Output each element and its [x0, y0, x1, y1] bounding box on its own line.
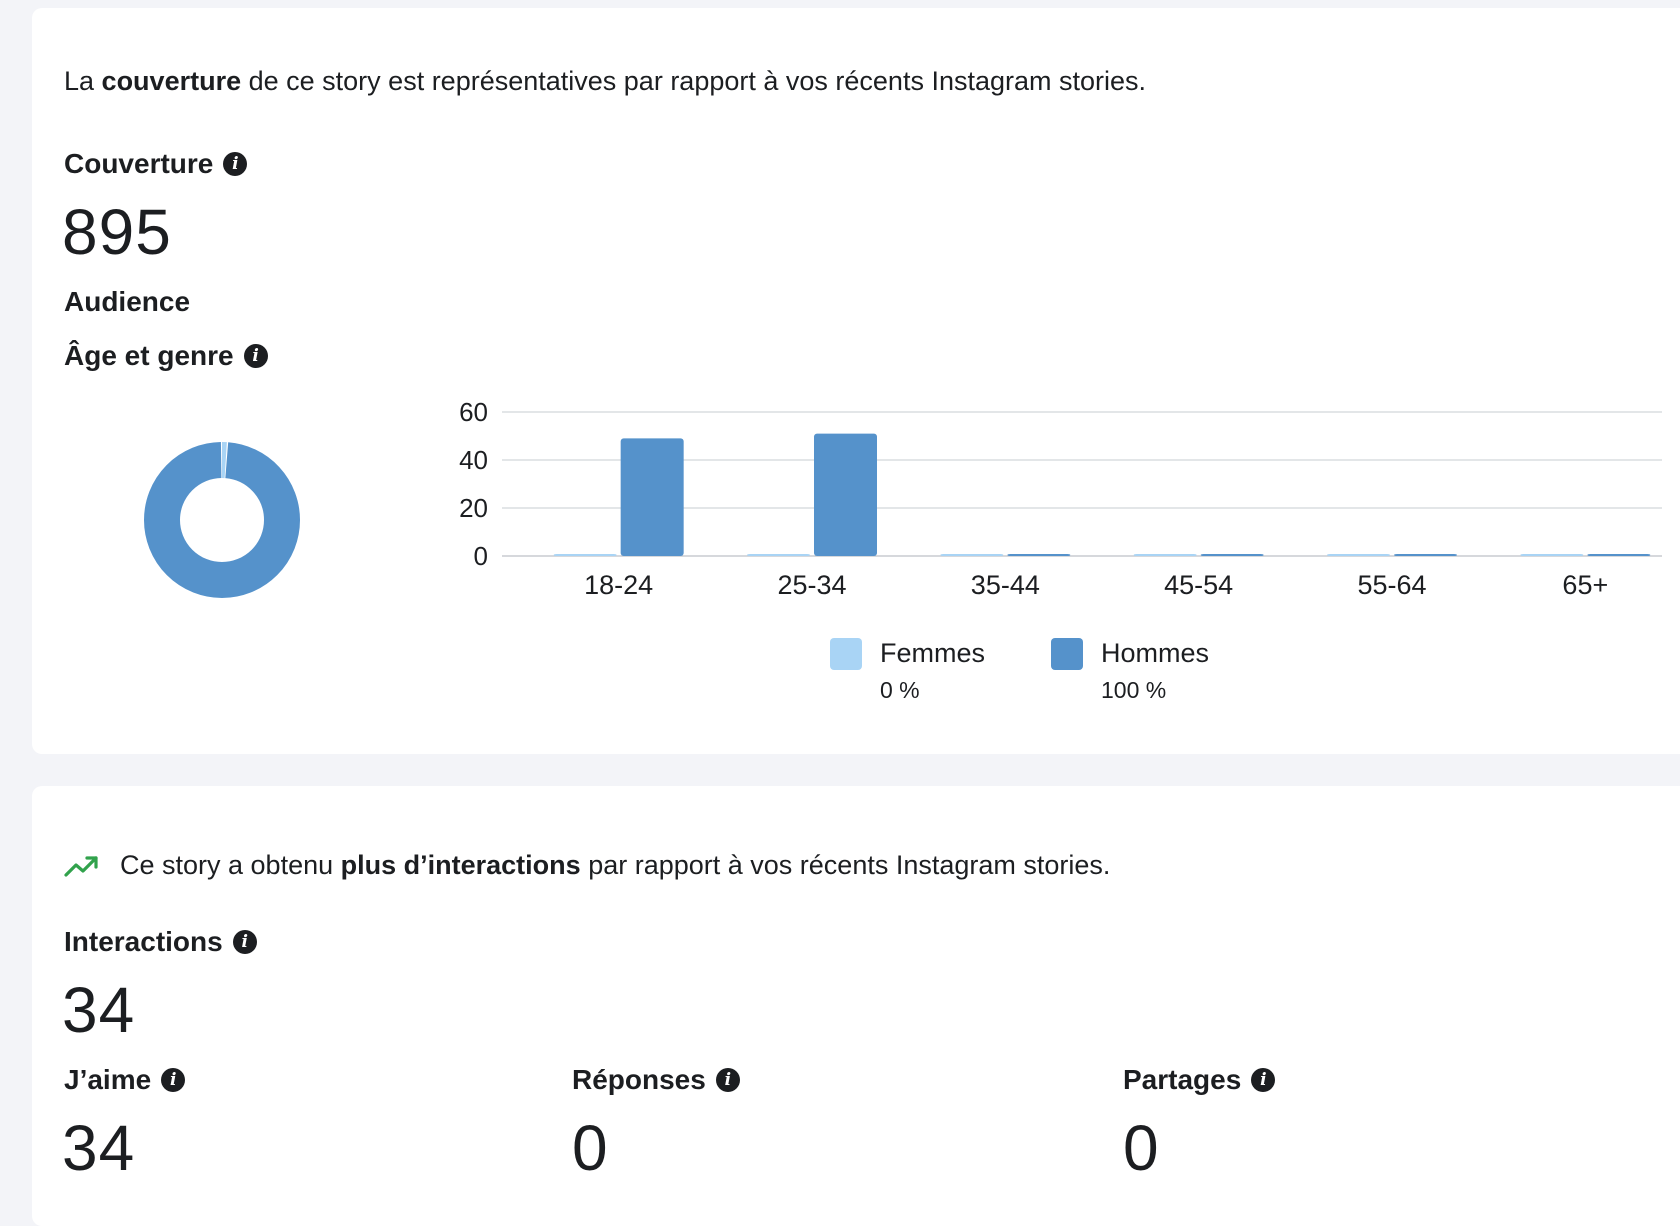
- legend-item-men[interactable]: Hommes 100 %: [1051, 638, 1209, 704]
- reach-card: La couverture de ce story est représenta…: [32, 8, 1680, 754]
- y-tick-label: 60: [459, 402, 488, 427]
- bar-men-18-24: [620, 438, 684, 556]
- info-icon[interactable]: i: [1251, 1068, 1276, 1092]
- legend-item-women[interactable]: Femmes 0 %: [830, 638, 985, 704]
- x-tick-label: 65+: [1562, 570, 1608, 600]
- bar-men-65+: [1587, 554, 1651, 556]
- info-icon[interactable]: i: [243, 344, 268, 368]
- legend-swatch-women: [830, 638, 862, 670]
- audience-heading: Audience: [64, 286, 191, 317]
- gender-donut-chart: [144, 442, 300, 598]
- reach-summary-sentence: La couverture de ce story est représenta…: [64, 66, 1147, 96]
- info-icon[interactable]: i: [715, 1068, 740, 1092]
- legend-swatch-men: [1051, 638, 1084, 670]
- interactions-summary-sentence: Ce story a obtenu plus d’interactions pa…: [120, 850, 1111, 880]
- y-tick-label: 0: [474, 541, 488, 571]
- info-icon[interactable]: i: [223, 152, 248, 176]
- shares-value: 0: [1123, 1112, 1160, 1184]
- age-gender-label: Âge et genre i: [64, 340, 268, 372]
- info-icon[interactable]: i: [161, 1068, 186, 1092]
- bar-men-35-44: [1007, 554, 1071, 556]
- likes-label: J’aime i: [64, 1064, 186, 1096]
- interactions-value: 34: [62, 974, 136, 1046]
- reach-label: Couverture i: [64, 148, 248, 180]
- bar-men-55-64: [1394, 554, 1457, 556]
- likes-value: 34: [62, 1112, 136, 1184]
- x-tick-label: 55-64: [1357, 570, 1426, 600]
- replies-value: 0: [572, 1112, 609, 1184]
- y-tick-label: 40: [459, 445, 488, 475]
- age-bar-chart: 0 20 40 60 18-24 25-34 35-44 45-54 55-64 65+: [459, 402, 1662, 600]
- bar-women-65+: [1520, 554, 1584, 556]
- interactions-summary: Ce story a obtenu plus d’interactions pa…: [64, 850, 1110, 881]
- donut-slice-women: [144, 442, 300, 598]
- donut-slice-men: [144, 442, 300, 598]
- bar-men-45-54: [1200, 554, 1264, 556]
- interactions-label: Interactions i: [64, 926, 257, 958]
- info-icon[interactable]: i: [232, 930, 257, 954]
- bar-women-18-24: [553, 554, 617, 556]
- bar-women-35-44: [940, 554, 1004, 556]
- legend-percent: 100 %: [1101, 677, 1167, 703]
- trending-up-icon: [64, 855, 98, 877]
- legend-percent: 0 %: [880, 677, 920, 703]
- interactions-card: Ce story a obtenu plus d’interactions pa…: [32, 786, 1680, 1226]
- x-tick-label: 45-54: [1164, 570, 1233, 600]
- replies-label: Réponses i: [572, 1064, 740, 1096]
- shares-label: Partages i: [1123, 1064, 1276, 1096]
- chart-legend: Femmes 0 % Hommes 100 %: [830, 638, 1209, 704]
- reach-value: 895: [62, 196, 172, 268]
- bar-women-25-34: [747, 554, 810, 556]
- x-tick-label: 35-44: [971, 570, 1040, 600]
- legend-name: Hommes: [1101, 638, 1210, 668]
- y-tick-label: 20: [459, 493, 488, 523]
- bar-men-25-34: [814, 433, 877, 556]
- legend-name: Femmes: [880, 638, 986, 668]
- x-tick-label: 25-34: [777, 570, 846, 600]
- bar-women-55-64: [1327, 554, 1390, 556]
- bar-women-45-54: [1133, 554, 1197, 556]
- x-tick-label: 18-24: [584, 570, 653, 600]
